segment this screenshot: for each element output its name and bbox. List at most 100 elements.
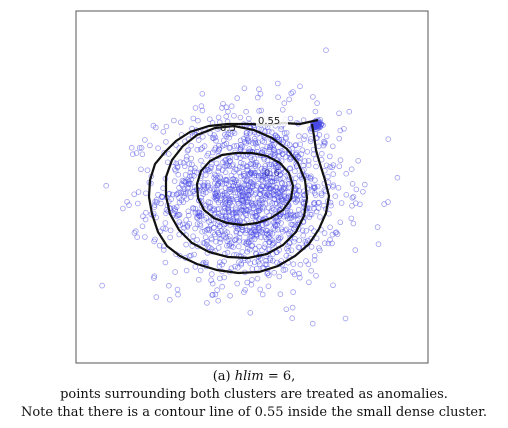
- scatter-point-large: [274, 259, 280, 266]
- scatter-point-large: [204, 180, 211, 186]
- scatter-point-large: [154, 199, 160, 206]
- scatter-point-large: [289, 221, 296, 228]
- scatter-point-large: [296, 193, 302, 199]
- scatter-point-large: [275, 234, 282, 241]
- scatter-point-large: [151, 275, 157, 281]
- scatter-point-large: [346, 108, 353, 115]
- scatter-point-large: [185, 177, 191, 183]
- scatter-point-large: [248, 230, 254, 236]
- scatter-point-large: [243, 108, 249, 115]
- scatter-point-large: [239, 227, 246, 233]
- scatter-point-large: [349, 195, 356, 201]
- scatter-point-large: [280, 175, 286, 181]
- scatter-point-large: [321, 230, 328, 236]
- scatter-point-large: [313, 163, 319, 170]
- scatter-point-large: [244, 195, 250, 202]
- scatter-point-large: [276, 273, 283, 280]
- scatter-point-large: [265, 205, 272, 211]
- scatter-point-large: [195, 117, 201, 124]
- scatter-point-large: [296, 133, 302, 139]
- scatter-point-large: [192, 105, 199, 111]
- scatter-point-large: [289, 145, 296, 152]
- scatter-point-large: [336, 110, 342, 117]
- scatter-point-large: [317, 214, 323, 220]
- scatter-point-large: [290, 89, 296, 95]
- scatter-point-large: [211, 207, 217, 214]
- scatter-point-large: [176, 231, 183, 238]
- scatter-point-large: [266, 192, 273, 199]
- scatter-point-large: [277, 176, 283, 182]
- scatter-point-large: [326, 153, 333, 160]
- scatter-point-large: [259, 247, 265, 254]
- scatter-point-large: [215, 297, 222, 304]
- scatter-point-large: [223, 133, 230, 140]
- scatter-point-large: [181, 163, 188, 170]
- scatter-point-large: [299, 147, 306, 153]
- scatter-point-large: [190, 188, 196, 195]
- scatter-point-large: [199, 91, 206, 97]
- scatter-point-large: [269, 205, 276, 212]
- scatter-point-large: [135, 189, 142, 195]
- scatter-point-large: [254, 195, 261, 201]
- scatter-point-large: [251, 135, 258, 142]
- scatter-point-large: [267, 178, 274, 184]
- scatter-point-large: [259, 291, 266, 298]
- scatter-point-large: [223, 234, 230, 241]
- scatter-point-large: [308, 225, 315, 231]
- scatter-point-large: [313, 235, 320, 242]
- scatter-point-large: [247, 246, 253, 253]
- scatter-point-large: [219, 105, 225, 111]
- scatter-point-large: [223, 113, 230, 120]
- scatter-point-large: [324, 173, 331, 180]
- caption-line-3: Note that there is a contour line of 0.5…: [20, 405, 488, 420]
- scatter-point-large: [134, 234, 141, 241]
- scatter-point-large: [330, 182, 337, 189]
- contour-line-0.55-outer: [147, 118, 331, 275]
- scatter-point-large: [283, 306, 290, 313]
- scatter-point-large: [269, 231, 276, 237]
- scatter-point-large: [256, 201, 263, 207]
- scatter-point-large: [330, 171, 337, 177]
- scatter-point-large: [151, 204, 158, 210]
- scatter-point-large: [219, 181, 226, 187]
- scatter-point-large: [255, 169, 261, 176]
- scatter-point-large: [285, 215, 291, 222]
- scatter-point-large: [221, 142, 228, 148]
- scatter-point-large: [308, 173, 314, 180]
- scatter-point-large: [342, 315, 349, 322]
- scatter-point-large: [243, 181, 250, 188]
- scatter-point-large: [353, 186, 360, 193]
- scatter-point-large: [288, 90, 295, 97]
- scatter-point-large: [255, 173, 262, 179]
- scatter-point-large: [206, 204, 213, 211]
- scatter-point-large: [273, 200, 280, 207]
- scatter-point-large: [350, 220, 357, 227]
- scatter-point-large: [360, 189, 366, 195]
- scatter-point-large: [348, 215, 355, 222]
- scatter-point-large: [120, 205, 126, 212]
- scatter-point-large: [251, 236, 258, 242]
- scatter-point-large: [273, 177, 280, 184]
- scatter-point-large: [177, 159, 184, 166]
- scatter-point-small-dense: [316, 121, 322, 127]
- scatter-point-small-dense: [318, 122, 324, 128]
- scatter-point-large: [303, 228, 310, 234]
- scatter-point-large: [257, 187, 264, 194]
- caption-subfigure-label: (a) hlim = 6,: [0, 368, 508, 386]
- scatter-point-large: [336, 135, 343, 142]
- scatter-point-large: [314, 183, 321, 190]
- scatter-point-large: [253, 159, 260, 166]
- scatter-point-large: [223, 197, 230, 203]
- scatter-point-large: [334, 231, 341, 237]
- scatter-point-large: [250, 161, 257, 167]
- scatter-point-large: [187, 190, 193, 197]
- scatter-point-large: [199, 228, 205, 235]
- scatter-point-large: [352, 247, 359, 253]
- scatter-point-large: [264, 144, 271, 150]
- scatter-point-large: [249, 210, 255, 216]
- scatter-point-large: [240, 161, 247, 167]
- scatter-point-large: [296, 270, 302, 277]
- scatter-point-large: [274, 80, 281, 87]
- scatter-point-large: [312, 108, 319, 115]
